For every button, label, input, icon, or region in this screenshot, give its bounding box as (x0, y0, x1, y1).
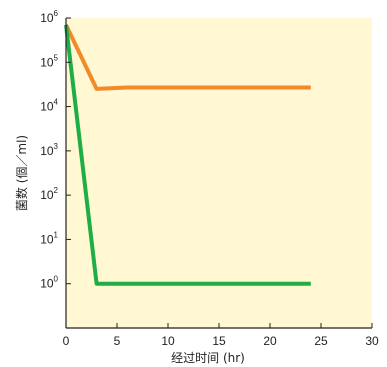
plot-background (66, 18, 372, 328)
y-tick-label: 103 (40, 142, 58, 158)
series-line-1 (64, 24, 311, 91)
x-tick-label: 15 (212, 334, 226, 348)
y-tick-label: 105 (40, 53, 58, 69)
x-tick-label: 10 (161, 334, 175, 348)
x-tick-label: 20 (263, 334, 277, 348)
y-axis-label: 菌数 (個／ml) (14, 135, 29, 211)
y-tick-label: 102 (40, 186, 58, 202)
series-line-2 (64, 24, 311, 286)
y-tick-label: 104 (40, 98, 58, 114)
x-tick-label: 5 (114, 334, 121, 348)
series-layer (64, 24, 311, 286)
x-ticks: 0 5 10 15 20 25 30 (63, 323, 379, 348)
y-tick-label: 100 (40, 275, 58, 291)
y-tick-label: 101 (40, 230, 58, 246)
x-tick-label: 30 (365, 334, 379, 348)
y-tick-label: 106 (40, 9, 58, 25)
x-tick-label: 25 (314, 334, 328, 348)
x-axis-label: 经过时间 (hr) (171, 351, 245, 365)
y-ticks: 100 101 102 103 104 105 106 (40, 9, 71, 291)
x-tick-label: 0 (63, 334, 70, 348)
